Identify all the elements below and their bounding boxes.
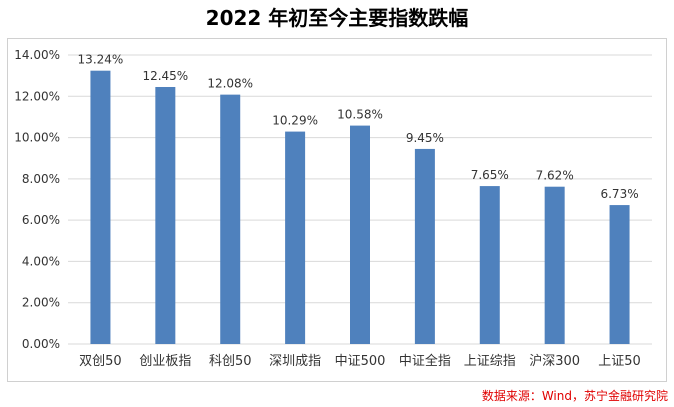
data-label: 12.08%: [207, 77, 253, 91]
bar: [90, 70, 111, 344]
bar: [285, 131, 306, 344]
y-tick-label: 14.00%: [14, 48, 60, 62]
x-tick-label: 中证全指: [399, 353, 451, 369]
x-tick-label: 沪深300: [529, 353, 580, 369]
data-label: 9.45%: [406, 131, 444, 145]
y-tick-label: 4.00%: [22, 254, 60, 268]
bar: [155, 86, 176, 344]
y-tick-label: 0.00%: [22, 337, 60, 351]
y-tick-label: 12.00%: [14, 89, 60, 103]
bar: [609, 205, 630, 344]
data-label: 12.45%: [142, 69, 188, 83]
data-label: 7.65%: [471, 168, 509, 182]
data-label: 6.73%: [600, 187, 638, 201]
plot-area-frame: [7, 38, 667, 382]
y-tick-label: 6.00%: [22, 213, 60, 227]
x-tick-label: 创业板指: [139, 354, 191, 369]
bar: [414, 148, 435, 344]
bar: [479, 186, 500, 344]
data-label: 10.58%: [337, 108, 383, 122]
data-label: 13.24%: [78, 53, 124, 67]
bar: [220, 94, 241, 345]
x-tick-label: 科创50: [209, 354, 252, 369]
x-tick-label: 双创50: [79, 354, 122, 369]
data-label: 10.29%: [272, 114, 318, 128]
y-tick-label: 2.00%: [22, 296, 60, 310]
source-note: 数据来源：Wind，苏宁金融研究院: [481, 389, 668, 403]
y-tick-label: 8.00%: [22, 172, 60, 186]
y-tick-label: 10.00%: [14, 131, 60, 145]
x-tick-label: 上证50: [598, 354, 641, 369]
data-label: 7.62%: [536, 169, 574, 183]
bar: [350, 125, 370, 344]
chart-title: 2022 年初至今主要指数跌幅: [205, 6, 469, 30]
x-tick-label: 深圳成指: [269, 354, 321, 369]
x-tick-label: 上证综指: [464, 354, 516, 369]
bar: [544, 186, 565, 344]
x-tick-label: 中证500: [335, 354, 386, 369]
